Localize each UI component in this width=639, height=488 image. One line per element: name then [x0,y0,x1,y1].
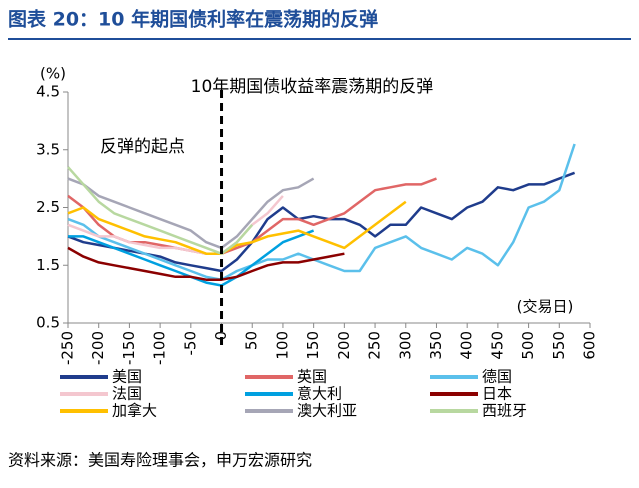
annotation: 反弹的起点 [100,137,185,157]
x-tick-label: -250 [59,331,77,365]
x-tick-label: 350 [427,331,445,360]
series-line [67,246,345,281]
x-tick-label: -150 [120,331,138,365]
series-line [67,143,576,281]
x-tick-label: -100 [151,331,169,365]
x-tick-label: 250 [366,331,384,360]
x-tick-label: 300 [396,331,414,360]
legend-label: 西班牙 [482,402,527,420]
series-line [67,171,576,273]
x-tick-label: 100 [273,331,291,360]
x-tick-label: 50 [243,331,261,350]
x-tick-label: -200 [89,331,107,365]
legend-label: 加拿大 [112,402,157,420]
legend-label: 英国 [297,368,327,386]
source-note: 资料来源：美国寿险理事会，申万宏源研究 [8,451,312,470]
x-tick-label: 400 [458,331,476,360]
legend-label: 法国 [112,385,142,403]
x-tick-label: 150 [304,331,322,360]
x-tick-label: 500 [519,331,537,360]
legend-label: 美国 [112,368,142,386]
x-tick-label: -50 [181,331,199,356]
y-tick-label: 3.5 [36,140,60,158]
legend-label: 日本 [482,385,512,403]
annotation: 10年期国债收益率震荡期的反弹 [191,77,434,97]
legend-label: 德国 [482,368,512,386]
y-tick-label: 4.5 [36,83,60,101]
y-tick-label: 0.5 [36,314,60,332]
x-tick-label: 450 [488,331,506,360]
x-tick-label: 200 [335,331,353,360]
x-tick-label: 600 [581,331,599,360]
series-line [67,200,407,255]
y-tick-label: 1.5 [36,256,60,274]
series-line [67,177,315,250]
x-tick-label: 550 [550,331,568,360]
y-axis-label: (%) [40,65,66,83]
chart-title: 图表 20：10 年期国债利率在震荡期的反弹 [8,8,378,31]
y-tick-label: 2.5 [36,198,60,216]
legend-label: 澳大利亚 [297,402,357,420]
x-axis-label: (交易日) [517,298,574,316]
x-tick-label: 0 [212,331,230,341]
legend-label: 意大利 [297,385,342,403]
